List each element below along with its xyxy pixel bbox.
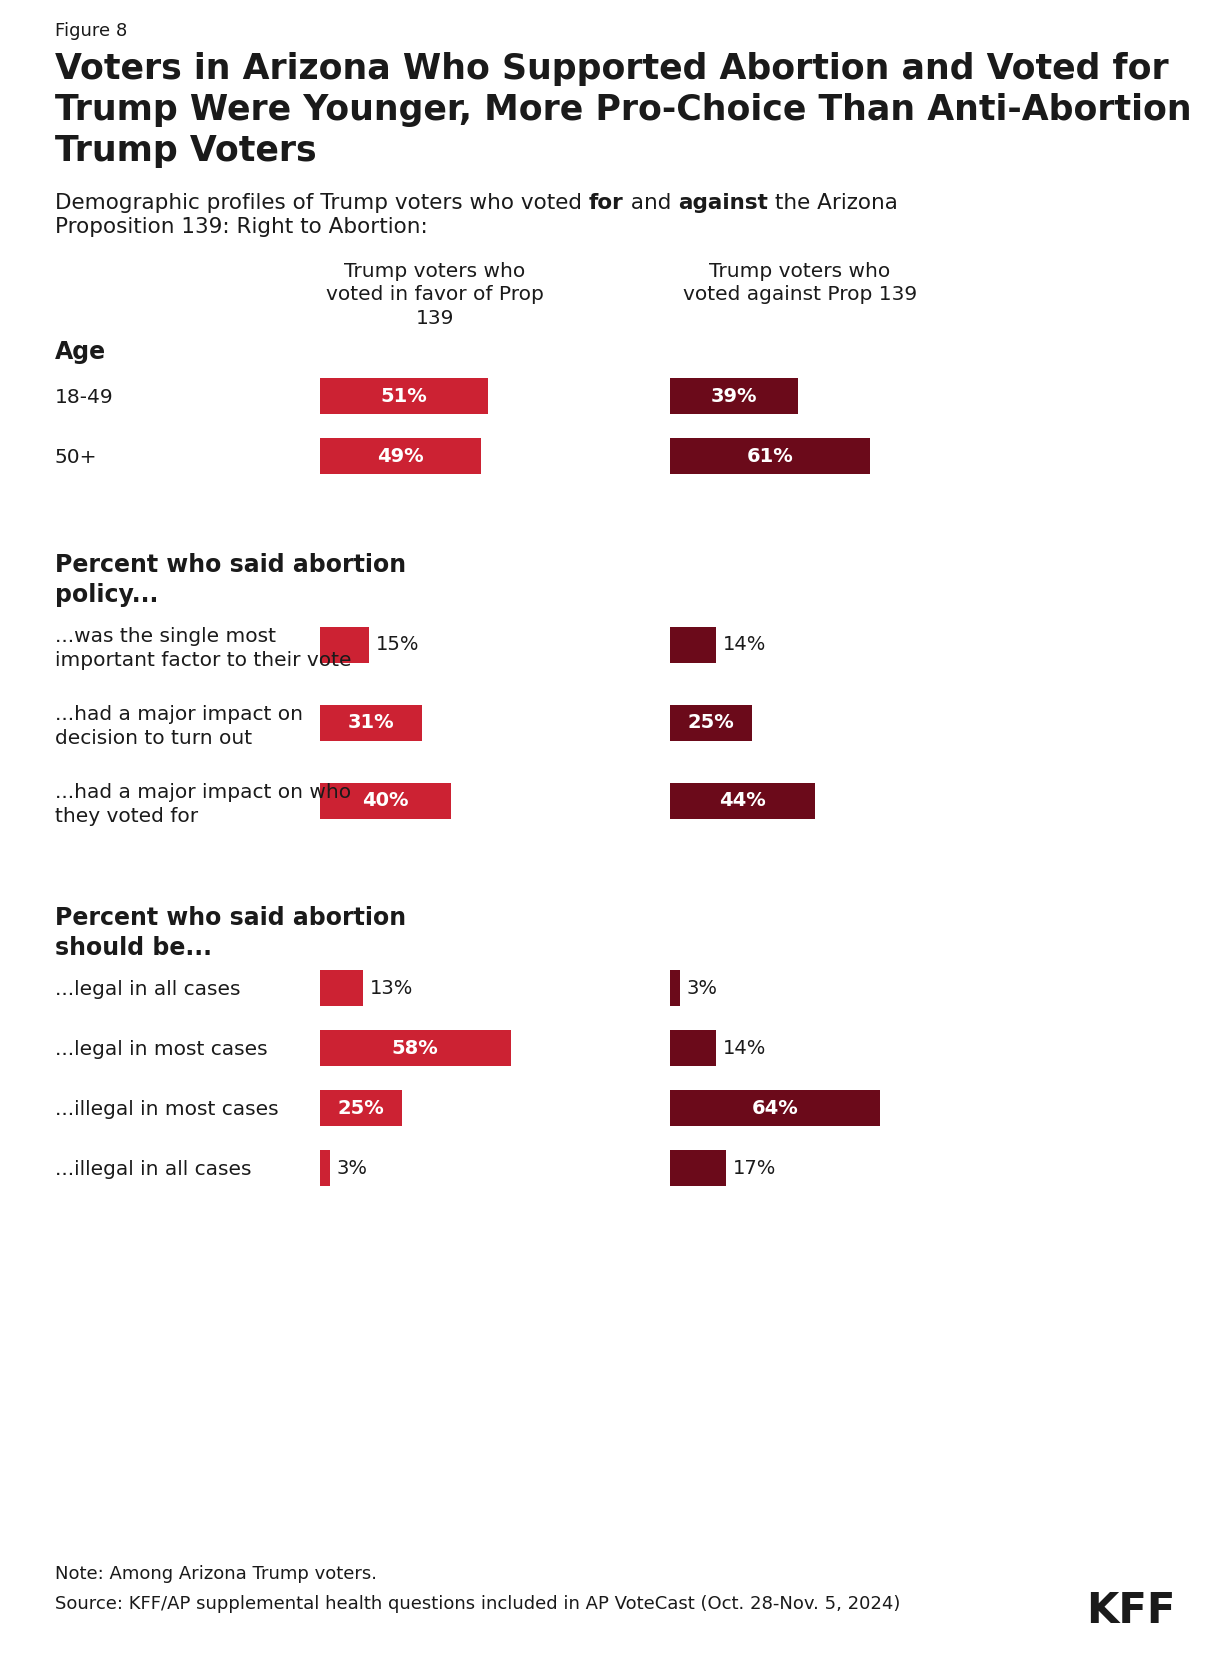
Text: 61%: 61% [747,446,793,466]
Text: KFF: KFF [1086,1590,1175,1632]
Text: 15%: 15% [376,636,420,655]
Text: Proposition 139: Right to Abortion:: Proposition 139: Right to Abortion: [55,217,428,237]
Text: Note: Among Arizona Trump voters.: Note: Among Arizona Trump voters. [55,1565,377,1583]
Bar [670,970,680,1005]
Text: Source: KFF/AP supplemental health questions included in AP VoteCast (Oct. 28-No: Source: KFF/AP supplemental health quest… [55,1595,900,1613]
Text: ...legal in all cases: ...legal in all cases [55,980,240,999]
Text: Demographic profiles of Trump voters who voted: Demographic profiles of Trump voters who… [55,194,589,214]
Text: 58%: 58% [392,1039,439,1057]
Bar [320,1091,403,1126]
Text: ...was the single most
important factor to their vote: ...was the single most important factor … [55,626,351,670]
Text: 64%: 64% [752,1099,799,1117]
Text: 3%: 3% [337,1159,368,1177]
Text: Trump voters who
voted against Prop 139: Trump voters who voted against Prop 139 [683,262,917,304]
Text: 13%: 13% [370,979,414,997]
Text: 39%: 39% [711,386,758,406]
Bar [670,783,815,818]
Text: Trump voters who
voted in favor of Prop
139: Trump voters who voted in favor of Prop … [326,262,544,327]
Bar [670,1091,881,1126]
Bar [320,783,451,818]
Bar [320,438,481,474]
Text: 18-49: 18-49 [55,387,113,407]
Text: ...illegal in all cases: ...illegal in all cases [55,1161,251,1179]
Text: 49%: 49% [377,446,423,466]
Text: and: and [623,194,678,214]
Text: 25%: 25% [688,713,734,733]
Text: ...had a major impact on who
they voted for: ...had a major impact on who they voted … [55,783,351,825]
Text: Age: Age [55,341,106,364]
Text: 3%: 3% [687,979,717,997]
Text: 14%: 14% [723,636,766,655]
Bar [670,377,798,414]
Text: the Arizona: the Arizona [767,194,898,214]
Bar [320,377,488,414]
Bar [320,626,370,663]
Text: ...legal in most cases: ...legal in most cases [55,1040,267,1059]
Text: 51%: 51% [381,386,427,406]
Text: ...illegal in most cases: ...illegal in most cases [55,1101,278,1119]
Bar [670,705,753,741]
Bar [670,438,870,474]
Text: Percent who said abortion
policy...: Percent who said abortion policy... [55,553,406,606]
Text: ...had a major impact on
decision to turn out: ...had a major impact on decision to tur… [55,705,303,748]
Bar [320,1030,511,1065]
Bar [320,1151,329,1186]
Text: 14%: 14% [723,1039,766,1057]
Text: 40%: 40% [362,792,409,810]
Text: Percent who said abortion
should be...: Percent who said abortion should be... [55,907,406,960]
Bar [670,1151,726,1186]
Bar [670,1030,716,1065]
Text: Voters in Arizona Who Supported Abortion and Voted for
Trump Were Younger, More : Voters in Arizona Who Supported Abortion… [55,52,1192,167]
Bar [320,705,422,741]
Text: 50+: 50+ [55,448,98,468]
Bar [670,626,716,663]
Bar [320,970,362,1005]
Text: 44%: 44% [719,792,766,810]
Text: 17%: 17% [733,1159,776,1177]
Text: Figure 8: Figure 8 [55,22,127,40]
Text: 25%: 25% [338,1099,384,1117]
Text: for: for [589,194,623,214]
Text: 31%: 31% [348,713,394,733]
Text: against: against [678,194,767,214]
